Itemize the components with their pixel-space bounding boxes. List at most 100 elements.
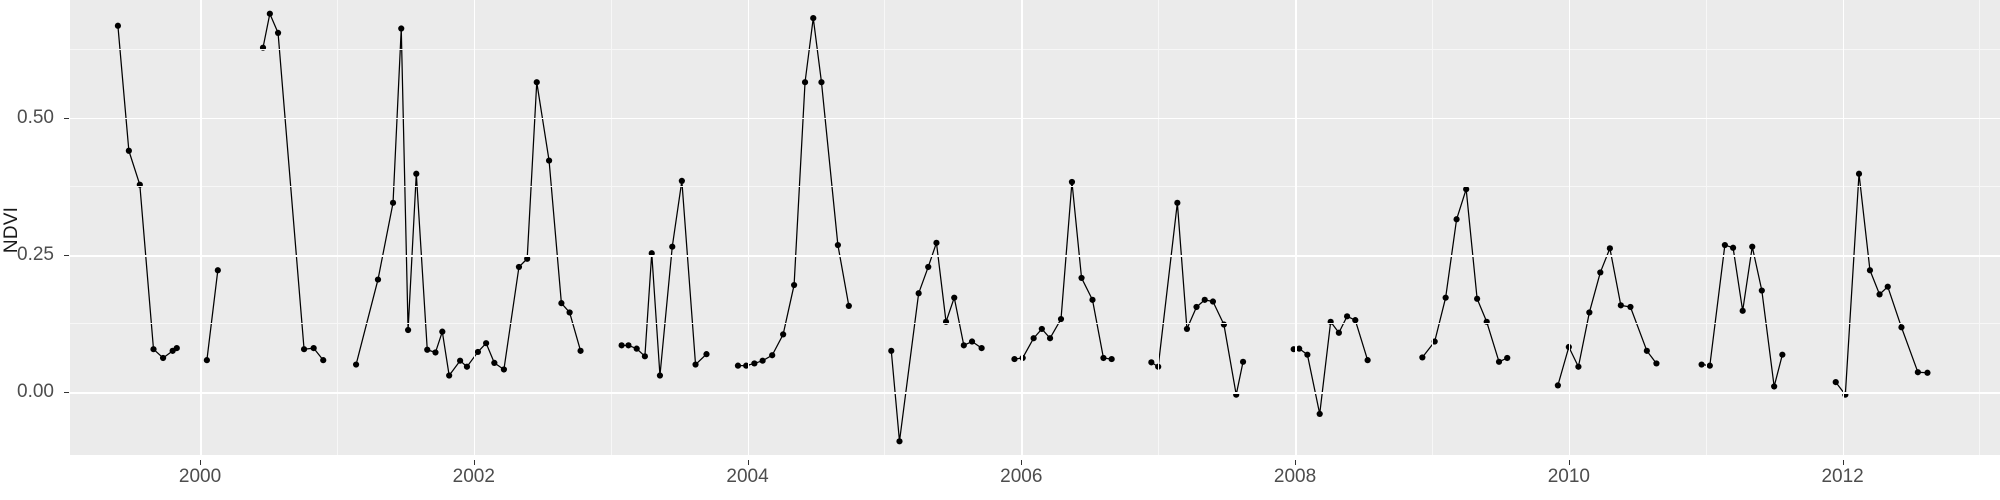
- series-data-point: [1627, 303, 1634, 311]
- y-axis-tick-mark: [64, 254, 69, 256]
- series-data-point: [203, 357, 210, 364]
- series-data-point: [1758, 287, 1765, 294]
- series-line-segment: [206, 269, 219, 361]
- series-data-point: [1729, 244, 1737, 251]
- series-data-point: [1343, 313, 1351, 320]
- gridline-major-vertical: [1021, 0, 1023, 455]
- series-data-point: [310, 345, 317, 352]
- x-axis-tick-mark: [200, 460, 202, 465]
- series-data-point: [1038, 325, 1045, 333]
- series-data-point: [1721, 241, 1728, 249]
- series-data-point: [1575, 363, 1582, 370]
- series-line-segment: [890, 242, 983, 442]
- series-data-point: [1089, 296, 1096, 303]
- series-data-point: [432, 349, 439, 356]
- x-axis-tick-labels: 2000 2002 2004 2006 2008 2010 2012: [0, 466, 2000, 496]
- series-data-point: [1597, 269, 1604, 276]
- series-data-point: [1352, 317, 1359, 324]
- series-data-point: [633, 345, 640, 352]
- gridline-minor-vertical: [1431, 0, 1433, 455]
- series-data-point: [274, 29, 282, 36]
- gridline-major-vertical: [200, 0, 202, 455]
- series-data-point: [533, 79, 540, 86]
- gridline-major-vertical: [473, 0, 476, 455]
- series-data-point: [173, 345, 180, 352]
- series-data-point: [625, 342, 632, 349]
- series-data-point: [1078, 274, 1085, 282]
- series-data-point: [790, 281, 798, 289]
- series-data-point: [692, 361, 699, 368]
- series-data-point: [491, 359, 498, 366]
- series-data-point: [780, 331, 787, 338]
- series-data-point: [751, 360, 758, 367]
- series-line-segment: [620, 180, 708, 377]
- gridline-major-horizontal: [70, 117, 2000, 120]
- series-data-point: [1057, 315, 1065, 323]
- series-data-point: [968, 338, 976, 345]
- series-data-point: [1046, 335, 1054, 342]
- series-data-point: [424, 346, 431, 353]
- series-data-point: [1706, 362, 1713, 369]
- x-axis-tick-mark: [1842, 460, 1844, 465]
- series-data-point: [439, 328, 446, 335]
- series-data-point: [1316, 410, 1323, 417]
- series-data-point: [1335, 329, 1342, 336]
- series-data-point: [483, 340, 490, 347]
- series-data-point: [374, 276, 382, 283]
- series-data-point: [801, 79, 809, 86]
- x-axis-tick-label: 2002: [452, 466, 495, 487]
- x-axis-tick-label: 2006: [1000, 466, 1043, 487]
- series-data-point: [1771, 383, 1778, 390]
- series-data-point: [1586, 309, 1593, 316]
- series-line-segment: [737, 17, 850, 367]
- series-line-segment: [1293, 315, 1369, 415]
- series-data-point: [1183, 325, 1191, 333]
- x-axis-tick-mark: [473, 460, 475, 465]
- x-axis-tick-label: 2008: [1273, 466, 1317, 487]
- series-data-point: [1193, 303, 1200, 311]
- x-axis-tick-mark: [1568, 460, 1570, 465]
- series-data-point: [845, 302, 852, 309]
- x-axis-tick-label: 2012: [1821, 466, 1864, 487]
- series-data-point: [769, 352, 776, 359]
- series-data-point: [978, 345, 985, 352]
- series-data-point: [1108, 355, 1115, 363]
- y-axis-tick-mark: [64, 117, 69, 119]
- gridline-minor-vertical: [1979, 0, 1981, 455]
- series-data-point: [818, 79, 825, 86]
- series-data-point: [888, 347, 895, 354]
- series-data-point: [1011, 355, 1018, 363]
- x-axis-tick-marks: [0, 460, 2000, 466]
- series-data-point: [960, 342, 967, 349]
- series-data-point: [1698, 361, 1705, 368]
- gridline-major-vertical: [747, 0, 750, 455]
- gridline-minor-vertical: [336, 0, 338, 455]
- series-data-point: [1606, 245, 1613, 252]
- series-data-point: [648, 250, 655, 257]
- gridline-minor-vertical: [884, 0, 886, 455]
- series-data-point: [214, 267, 221, 274]
- gridline-major-vertical: [1295, 0, 1297, 455]
- series-data-point: [463, 363, 471, 370]
- series-data-point: [1304, 351, 1311, 358]
- gridline-major-horizontal: [70, 391, 2000, 394]
- series-data-point: [1431, 338, 1438, 345]
- series-data-point: [1653, 360, 1660, 367]
- series-data-point: [1898, 324, 1905, 331]
- series-data-point: [300, 346, 308, 353]
- series-data-point: [703, 351, 710, 358]
- series-data-point: [1617, 302, 1624, 309]
- series-data-point: [114, 22, 122, 29]
- series-data-point: [577, 347, 584, 354]
- series-data-point: [951, 294, 958, 301]
- series-data-point: [558, 300, 565, 307]
- series-data-point: [1554, 382, 1561, 389]
- series-line-segment: [1700, 244, 1783, 388]
- series-line-segment: [117, 25, 178, 359]
- series-data-point: [1884, 283, 1891, 290]
- series-data-point: [1474, 295, 1481, 302]
- gridline-minor-horizontal: [70, 323, 2000, 325]
- series-data-point: [1209, 298, 1217, 305]
- series-line-segment: [1013, 181, 1113, 360]
